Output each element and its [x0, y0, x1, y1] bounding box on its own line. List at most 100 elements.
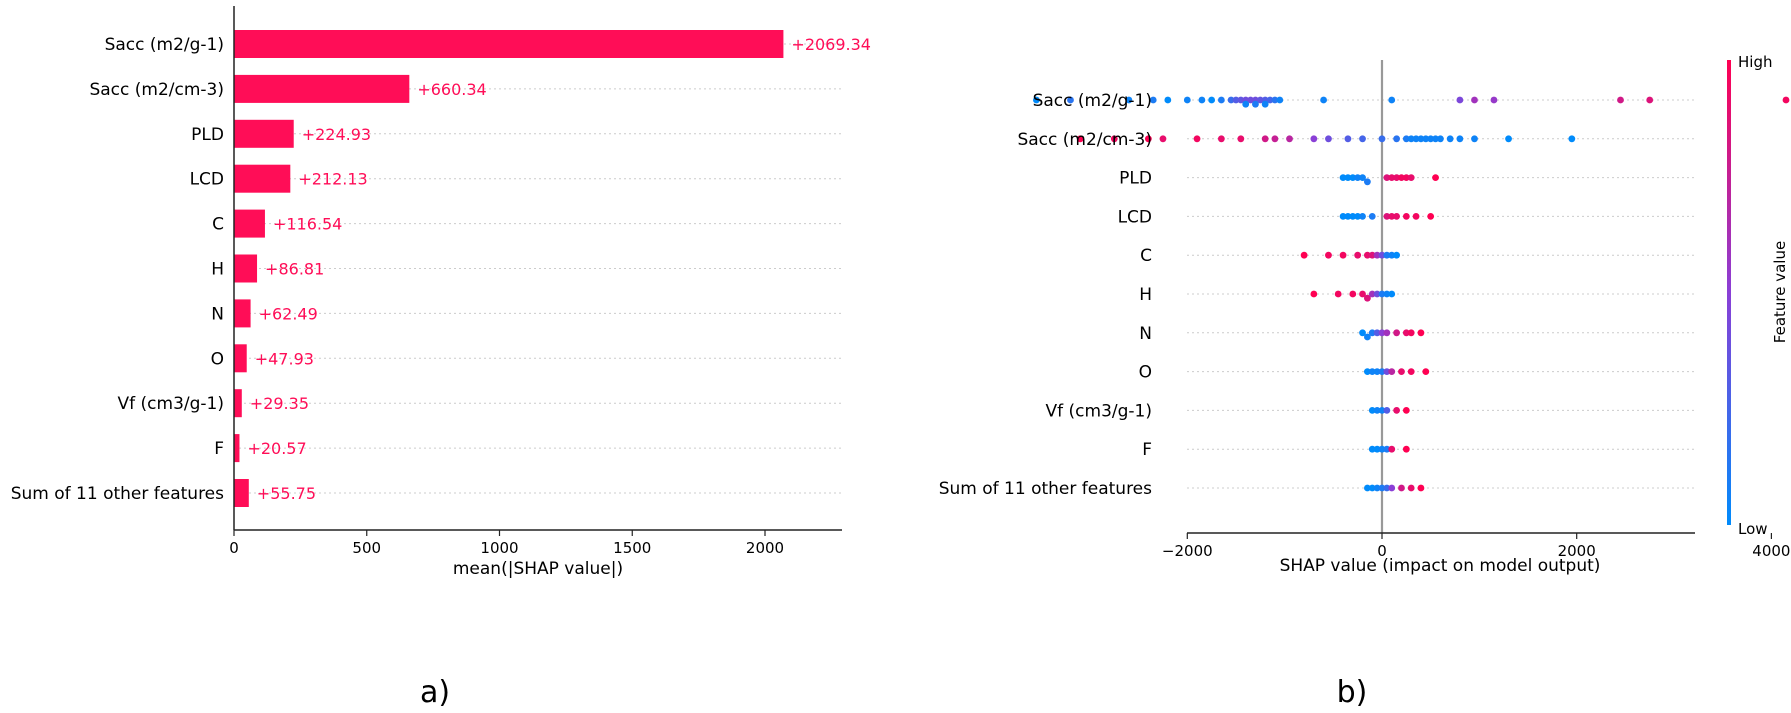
a-value-labels: +2069.34 +660.34 +224.93 +212.13 +116.54 +86.… — [247, 35, 871, 503]
b-point-sacc-m2-g-1 — [1247, 96, 1254, 104]
a-x-tick-label: 0 — [229, 539, 239, 557]
b-points — [1033, 96, 1790, 492]
b-point-sacc-m2-g-1 — [1320, 96, 1327, 104]
b-point-sacc-m2-g-1 — [1208, 96, 1216, 104]
b-point-o — [1398, 368, 1405, 375]
b-point-sacc-m2-cm-3 — [1144, 135, 1152, 143]
b-point-c — [1378, 251, 1386, 259]
b-point-o — [1383, 368, 1391, 375]
b-point-sacc-m2-g-1 — [1456, 96, 1464, 104]
bar-sacc-m2-g-1 — [234, 30, 784, 58]
a-value-label: +116.54 — [273, 215, 342, 234]
b-point-sacc-m2-cm-3 — [1402, 135, 1410, 143]
b-point-sacc-m2-g-1 — [1471, 96, 1478, 104]
b-point-pld — [1354, 174, 1362, 182]
b-category-label: H — [1139, 285, 1152, 305]
b-point-sacc-m2-cm-3 — [1437, 135, 1444, 143]
b-point-h — [1388, 290, 1396, 298]
b-point-h — [1378, 290, 1386, 298]
b-category-label: C — [1140, 246, 1152, 266]
b-point-c — [1354, 251, 1362, 259]
a-value-label: +47.93 — [255, 349, 314, 368]
b-point-h — [1373, 290, 1381, 298]
b-point-sacc-m2-cm-3 — [1344, 135, 1352, 143]
b-point-sacc-m2-cm-3 — [1393, 135, 1401, 143]
b-point-c — [1363, 251, 1371, 259]
b-point-sacc-m2-g-1 — [1252, 100, 1259, 108]
b-point-c — [1383, 251, 1391, 259]
b-point-sacc-m2-g-1 — [1490, 96, 1498, 104]
b-point-n — [1407, 329, 1415, 337]
b-point-sacc-m2-g-1 — [1149, 96, 1157, 104]
b-point-pld — [1349, 174, 1357, 182]
bar-f — [234, 434, 240, 463]
a-value-label: +212.13 — [298, 170, 367, 189]
b-point-lcd — [1393, 213, 1401, 220]
a-category-labels: Sacc (m2/g-1) Sacc (m2/cm-3) PLD LCD C H N O Vf … — [11, 35, 224, 504]
b-point-sacc-m2-g-1 — [1256, 96, 1264, 104]
a-panel-caption: a) — [420, 675, 450, 710]
b-point-sacc-m2-g-1 — [1198, 96, 1206, 104]
b-point-sacc-m2-g-1 — [1033, 96, 1040, 104]
b-point-sacc-m2-g-1 — [1261, 100, 1269, 108]
bar-sum-of-11-other-features — [234, 479, 249, 507]
b-point-sum-of-11-other-features — [1373, 484, 1381, 492]
b-point-sacc-m2-g-1 — [1266, 96, 1274, 104]
panel-a-bar-chart: Sacc (m2/g-1) Sacc (m2/cm-3) PLD LCD C H N O Vf … — [11, 6, 871, 710]
b-point-sacc-m2-cm-3 — [1471, 135, 1478, 143]
bar-c — [234, 209, 265, 238]
b-point-n — [1378, 329, 1386, 337]
colorbar-low-label: Low — [1738, 520, 1768, 538]
b-point-sacc-m2-g-1 — [1646, 96, 1654, 104]
b-point-n — [1402, 329, 1410, 337]
a-category-label: N — [211, 304, 224, 324]
b-point-sacc-m2-g-1 — [1617, 96, 1624, 104]
b-point-sacc-m2-g-1 — [1237, 96, 1245, 104]
b-point-lcd — [1383, 213, 1391, 220]
b-point-f — [1383, 445, 1391, 453]
b-point-sacc-m2-g-1 — [1217, 96, 1225, 104]
b-point-sacc-m2-cm-3 — [1432, 135, 1439, 143]
b-point-f — [1388, 445, 1396, 453]
a-value-label: +29.35 — [250, 394, 309, 413]
colorbar-title: Feature value — [1771, 241, 1789, 343]
bar-o — [234, 344, 247, 373]
b-category-label: Sacc (m2/cm-3) — [1017, 130, 1152, 150]
b-point-n — [1368, 329, 1376, 337]
b-point-n — [1363, 333, 1371, 341]
b-category-label: N — [1139, 324, 1152, 344]
b-point-sacc-m2-cm-3 — [1505, 135, 1512, 143]
a-category-label: PLD — [191, 125, 224, 145]
b-point-f — [1378, 445, 1386, 453]
a-x-tick-label: 500 — [352, 539, 381, 557]
b-point-lcd — [1412, 213, 1420, 220]
a-category-label: O — [211, 349, 224, 369]
b-point-sacc-m2-g-1 — [1782, 96, 1790, 104]
b-category-label: F — [1142, 440, 1152, 460]
b-x-axis-label: SHAP value (impact on model output) — [1280, 556, 1601, 576]
colorbar — [1727, 60, 1731, 525]
a-value-label: +55.75 — [257, 484, 316, 503]
b-point-c — [1300, 251, 1308, 259]
b-category-label: LCD — [1118, 207, 1152, 227]
b-point-n — [1417, 329, 1425, 337]
a-category-label: Sacc (m2/g-1) — [105, 35, 224, 55]
b-point-o — [1378, 368, 1386, 375]
b-point-c — [1388, 251, 1396, 259]
b-point-pld — [1393, 174, 1401, 182]
b-point-n — [1383, 329, 1391, 337]
b-point-sacc-m2-g-1 — [1227, 96, 1235, 104]
b-point-sacc-m2-cm-3 — [1159, 135, 1167, 143]
b-point-sacc-m2-g-1 — [1067, 96, 1074, 104]
b-point-lcd — [1344, 213, 1352, 220]
b-point-sacc-m2-cm-3 — [1427, 135, 1435, 143]
b-point-sum-of-11-other-features — [1378, 484, 1386, 492]
b-point-n — [1393, 329, 1401, 337]
a-gridlines — [234, 43, 842, 494]
a-category-label: Sum of 11 other features — [11, 484, 224, 504]
a-category-label: Sacc (m2/cm-3) — [89, 80, 224, 100]
b-point-o — [1388, 368, 1396, 375]
b-x-tick-label: 0 — [1377, 542, 1387, 560]
b-category-label: Sum of 11 other features — [939, 479, 1152, 499]
